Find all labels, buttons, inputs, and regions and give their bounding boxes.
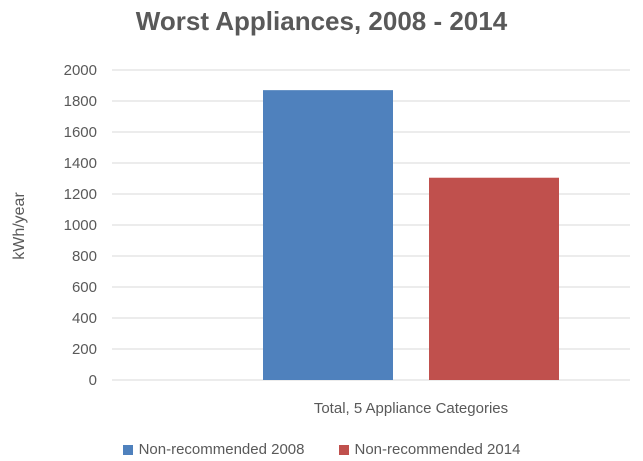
y-tick-label: 200 xyxy=(72,341,97,358)
y-tick-label: 600 xyxy=(72,279,97,296)
x-category-label: Total, 5 Appliance Categories xyxy=(314,400,508,417)
y-tick-label: 2000 xyxy=(64,62,97,79)
chart-title: Worst Appliances, 2008 - 2014 xyxy=(135,6,508,36)
y-tick-label: 1000 xyxy=(64,217,97,234)
y-tick-label: 1200 xyxy=(64,186,97,203)
y-tick-label: 0 xyxy=(89,372,97,389)
legend-item-2014: Non-recommended 2014 xyxy=(338,441,521,458)
y-tick-label: 1400 xyxy=(64,155,97,172)
legend-label-2008: Non-recommended 2008 xyxy=(138,441,305,458)
legend-swatch-2014 xyxy=(338,444,349,455)
y-tick-label: 1600 xyxy=(64,124,97,141)
bar-non-recommended-2008 xyxy=(263,90,393,381)
legend-swatch-2008 xyxy=(122,444,133,455)
legend-label-2014: Non-recommended 2014 xyxy=(354,441,521,458)
y-tick-label: 400 xyxy=(72,310,97,327)
y-axis-title: kWh/year xyxy=(11,192,28,260)
legend: Non-recommended 2008 Non-recommended 201… xyxy=(0,441,643,458)
y-tick-label: 800 xyxy=(72,248,97,265)
bar-non-recommended-2014 xyxy=(429,177,559,380)
y-tick-label: 1800 xyxy=(64,93,97,110)
legend-item-2008: Non-recommended 2008 xyxy=(122,441,305,458)
